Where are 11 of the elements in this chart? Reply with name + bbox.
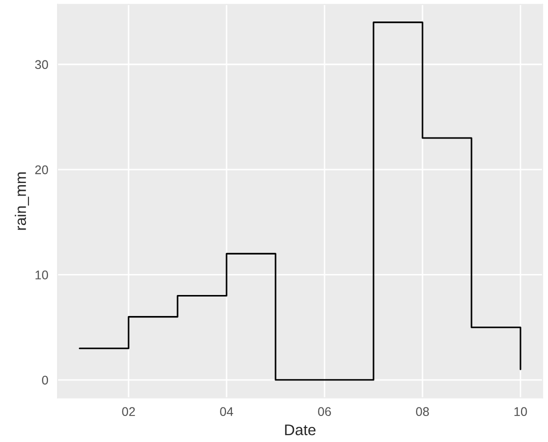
x-tick-label: 08 [416, 407, 429, 416]
y-tick-label: 30 [35, 60, 48, 70]
y-tick-label: 10 [36, 270, 48, 280]
y-axis-title: rain_mm [14, 172, 29, 230]
x-tick-label: 04 [220, 407, 234, 416]
x-tick-label: 02 [122, 407, 135, 416]
y-tick-label: 0 [42, 376, 48, 385]
x-tick-label: 10 [514, 407, 527, 416]
y-tick-label: 20 [35, 165, 48, 174]
x-tick-label: 06 [318, 407, 331, 416]
x-axis-title: Date [285, 424, 316, 436]
